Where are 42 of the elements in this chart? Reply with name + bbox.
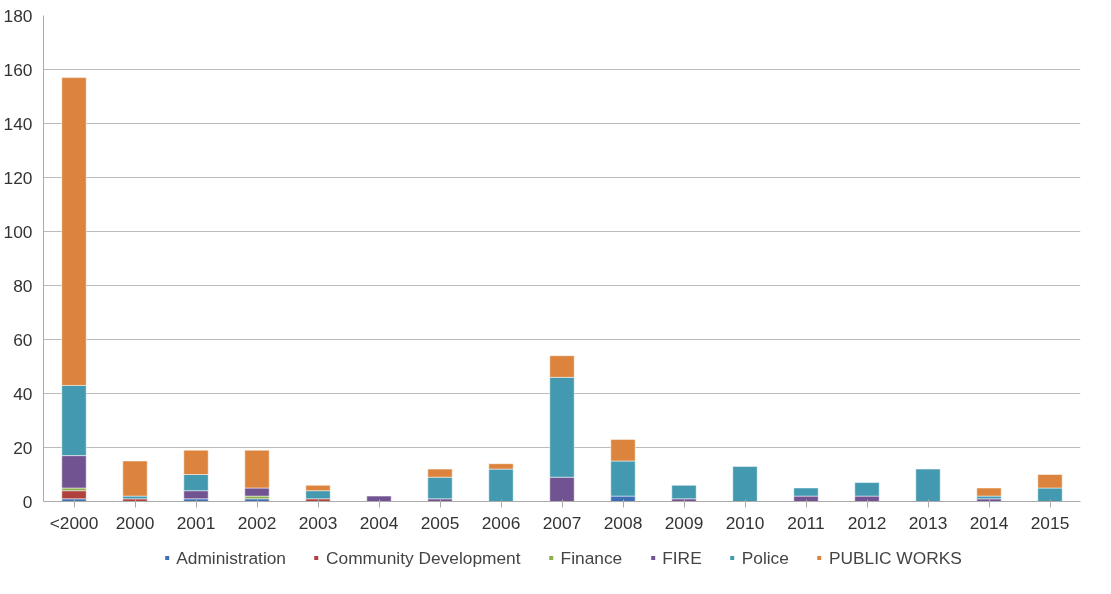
x-tick-label: 2007 [542,512,582,533]
x-tick-label: 2015 [1030,512,1070,533]
y-tick-label: 180 [3,5,33,26]
x-tick-label: 2000 [115,512,155,533]
legend-label: Community Development [326,547,521,568]
legend-label: Administration [176,547,287,568]
bar [122,460,148,497]
y-tick-label: 140 [3,113,33,134]
x-tick-label: 2002 [237,512,277,533]
bar [915,468,941,502]
legend-label: FIRE [662,547,702,568]
x-tick-label: 2001 [176,512,216,533]
x-tick-label: 2006 [481,512,521,533]
y-tick-label: 0 [22,491,33,512]
y-tick-label: 60 [13,329,33,350]
bar [854,482,880,497]
bar [793,487,819,497]
legend-label: Police [741,547,789,568]
y-tick-label: 20 [13,437,33,458]
y-tick-label: 120 [3,167,33,188]
x-tick-label: 2010 [725,512,765,533]
x-tick-label: <2000 [49,512,99,533]
x-tick-label: 2004 [359,512,399,533]
bar [976,487,1002,497]
x-tick-label: 2011 [787,512,825,533]
bar [671,485,697,500]
bar [61,490,87,500]
x-tick-label: 2003 [298,512,338,533]
x-tick-label: 2009 [664,512,704,533]
x-tick-label: 2014 [969,512,1009,533]
y-tick-label: 160 [3,59,33,80]
x-tick-label: 2008 [603,512,643,533]
legend-label: PUBLIC WORKS [828,547,962,568]
x-tick-label: 2013 [908,512,948,533]
legend-label: Finance [560,547,623,568]
y-tick-label: 40 [13,383,33,404]
x-tick-label: 2005 [420,512,460,533]
bar [366,495,392,502]
x-tick-label: 2012 [847,512,887,533]
y-tick-label: 100 [3,221,33,242]
y-tick-label: 80 [13,275,33,296]
bar [732,466,758,502]
